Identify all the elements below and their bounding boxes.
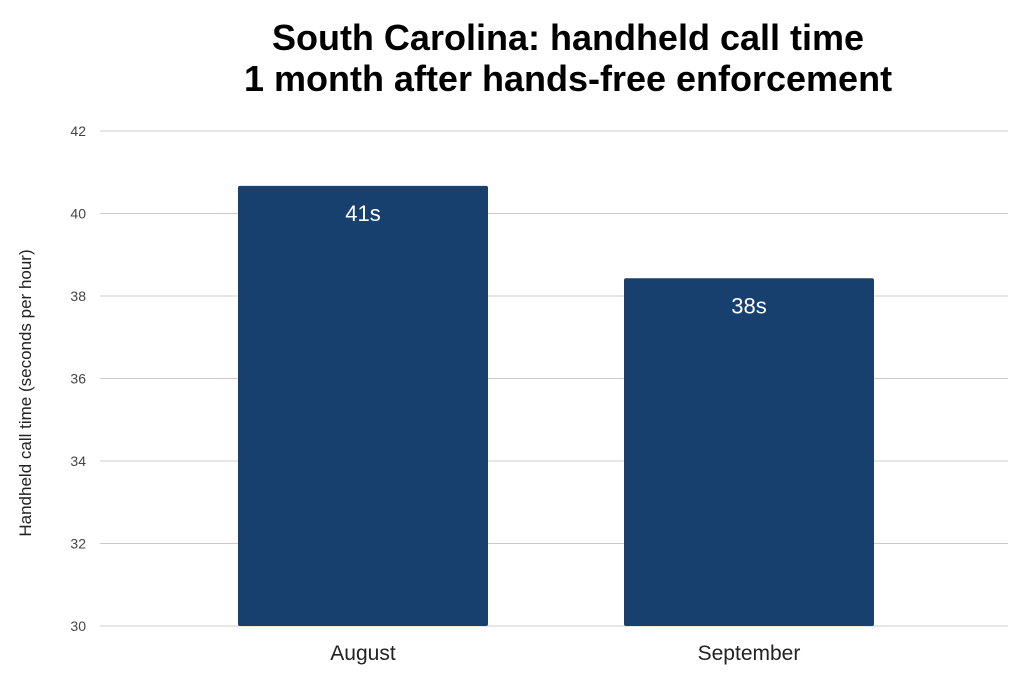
x-tick-label: August: [330, 642, 396, 665]
bar-data-labels: 41s 38s: [345, 201, 766, 318]
x-axis-ticks: August September: [330, 642, 800, 665]
y-tick-label: 40: [70, 206, 86, 222]
bar-data-label: 38s: [731, 293, 766, 318]
y-tick-label: 42: [70, 123, 86, 139]
y-axis-ticks: 30 32 34 36 38 40 42: [70, 123, 86, 634]
chart-title-line: 1 month after hands-free enforcement: [244, 58, 892, 99]
bar: [238, 185, 488, 627]
bar-data-label: 41s: [345, 201, 380, 226]
y-tick-label: 34: [70, 453, 86, 469]
chart-title-line: South Carolina: handheld call time: [272, 17, 864, 58]
bars: [238, 185, 874, 627]
y-tick-label: 38: [70, 288, 86, 304]
bar: [624, 278, 874, 626]
y-tick-label: 36: [70, 371, 86, 387]
y-tick-label: 30: [70, 618, 86, 634]
x-tick-label: September: [698, 642, 801, 665]
y-axis-label: Handheld call time (seconds per hour): [16, 249, 35, 536]
y-tick-label: 32: [70, 536, 86, 552]
